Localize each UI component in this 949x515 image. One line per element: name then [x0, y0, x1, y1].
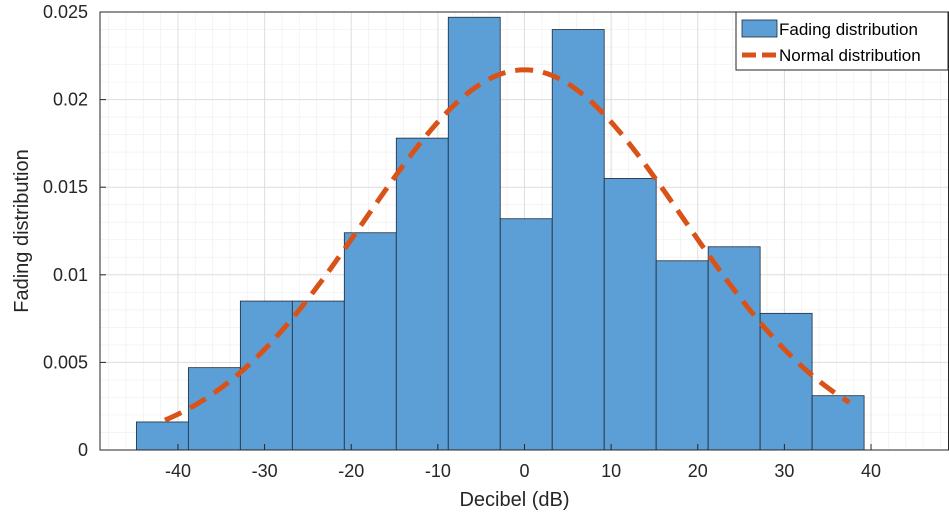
- y-tick-label: 0.01: [53, 265, 88, 285]
- legend-swatch-fading: [741, 19, 778, 38]
- y-axis-label: Fading distribution: [11, 149, 33, 312]
- legend-label-fading: Fading distribution: [779, 20, 918, 39]
- y-axis-ticks: 0 0.005 0.01 0.015 0.02 0.025: [43, 2, 106, 460]
- x-tick-label: 10: [601, 461, 621, 481]
- histogram-bars: [135, 16, 865, 451]
- y-tick-label: 0.025: [43, 2, 88, 22]
- histogram-bar: [291, 300, 345, 451]
- y-tick-label: 0: [78, 440, 88, 460]
- legend: Fading distribution Normal distribution: [735, 11, 949, 71]
- x-tick-label: 20: [688, 461, 708, 481]
- histogram-bar: [707, 246, 761, 451]
- x-tick-label: -30: [252, 461, 278, 481]
- histogram-bar: [239, 300, 293, 451]
- x-tick-label: 0: [519, 461, 529, 481]
- histogram-bar: [811, 395, 865, 451]
- normal-distribution-curve: [163, 67, 851, 423]
- histogram-bar: [603, 178, 657, 451]
- histogram-bar: [135, 421, 189, 451]
- histogram-bar: [499, 218, 553, 451]
- x-tick-label: 30: [774, 461, 794, 481]
- histogram-bar: [395, 137, 449, 451]
- y-tick-label: 0.02: [53, 90, 88, 110]
- x-axis-ticks: -40 -30 -20 -10 0 10 20 30 40: [165, 444, 881, 481]
- y-tick-label: 0.005: [43, 352, 88, 372]
- x-tick-label: -10: [425, 461, 451, 481]
- x-tick-label: 40: [861, 461, 881, 481]
- histogram-bar: [343, 232, 397, 451]
- histogram-bar: [187, 367, 241, 451]
- x-tick-label: -20: [338, 461, 364, 481]
- y-tick-label: 0.015: [43, 177, 88, 197]
- histogram-bar: [655, 260, 709, 451]
- histogram-bar: [447, 16, 501, 451]
- x-axis-label: Decibel (dB): [459, 489, 569, 511]
- legend-label-normal: Normal distribution: [779, 46, 921, 65]
- x-tick-label: -40: [165, 461, 191, 481]
